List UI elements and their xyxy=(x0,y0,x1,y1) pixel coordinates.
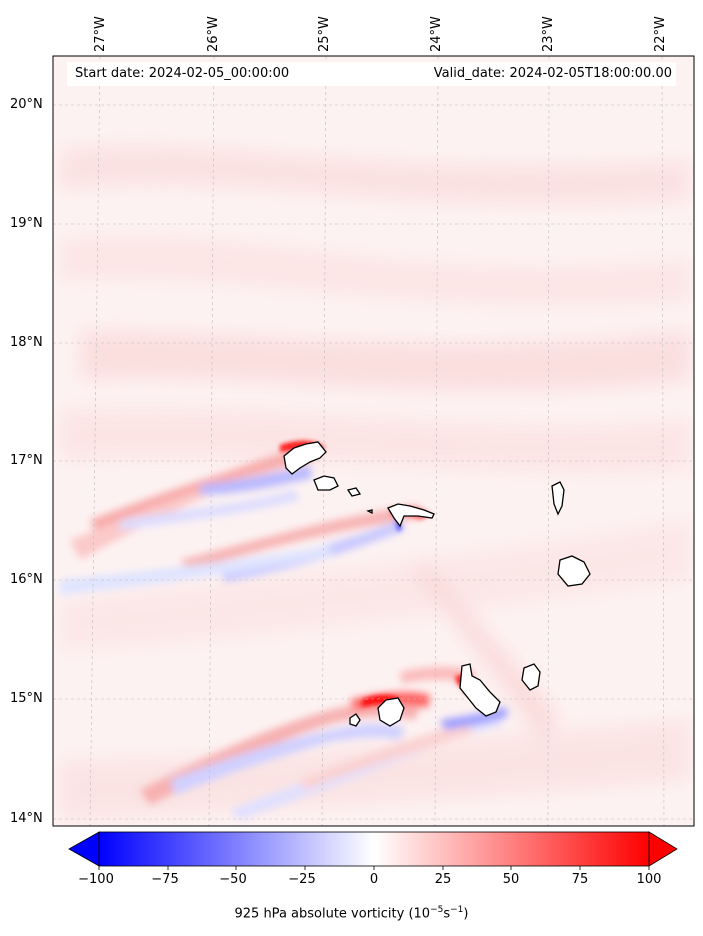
lat-label-15n: 15°N xyxy=(10,691,43,706)
cbar-tick: 75 xyxy=(571,872,589,887)
cbar-tick: 50 xyxy=(502,872,520,887)
island-islet xyxy=(366,509,373,515)
island-sao-nicolau xyxy=(387,503,435,528)
cbar-label-text: 925 hPa absolute vorticity (10 xyxy=(234,906,431,922)
lat-label-19n: 19°N xyxy=(10,216,43,231)
colorbar xyxy=(68,831,678,870)
cbar-tick: 25 xyxy=(434,872,452,887)
island-santo-antao xyxy=(283,441,327,475)
cbar-label-unit: s xyxy=(443,906,451,922)
cbar-tick: 0 xyxy=(369,872,379,887)
colorbar-label: 925 hPa absolute vorticity (10−5s−1) xyxy=(0,905,703,921)
cbar-label-exp2: −1 xyxy=(450,905,464,915)
start-date-label: Start date: 2024-02-05_00:00:00 xyxy=(75,66,290,81)
island-sal xyxy=(551,481,565,516)
lat-label-20n: 20°N xyxy=(10,97,43,112)
cbar-tick: −100 xyxy=(78,872,114,887)
cbar-tick: −50 xyxy=(219,872,247,887)
cbar-label-exp1: −5 xyxy=(430,905,444,915)
date-info-bar: Start date: 2024-02-05_00:00:00 Valid_da… xyxy=(67,62,676,86)
cbar-tick: −25 xyxy=(288,872,316,887)
cbar-label-end: ) xyxy=(463,906,469,922)
island-brava xyxy=(349,713,361,727)
island-maio xyxy=(521,663,541,691)
island-santa-luzia xyxy=(346,487,362,497)
graticule xyxy=(53,56,694,826)
valid-date-label: Valid_date: 2024-02-05T18:00:00.00 xyxy=(433,66,672,81)
island-santiago xyxy=(459,663,501,717)
lat-label-18n: 18°N xyxy=(10,335,43,350)
islands xyxy=(283,441,591,727)
map-frame xyxy=(52,55,695,827)
lat-label-14n: 14°N xyxy=(10,811,43,826)
island-sao-vicente xyxy=(313,475,339,491)
cbar-tick: 100 xyxy=(636,872,662,887)
lat-label-16n: 16°N xyxy=(10,572,43,587)
island-fogo xyxy=(377,697,405,727)
vorticity-field xyxy=(53,56,694,826)
island-boa-vista xyxy=(557,555,591,587)
cbar-tick: −75 xyxy=(151,872,179,887)
lat-label-17n: 17°N xyxy=(10,453,43,468)
